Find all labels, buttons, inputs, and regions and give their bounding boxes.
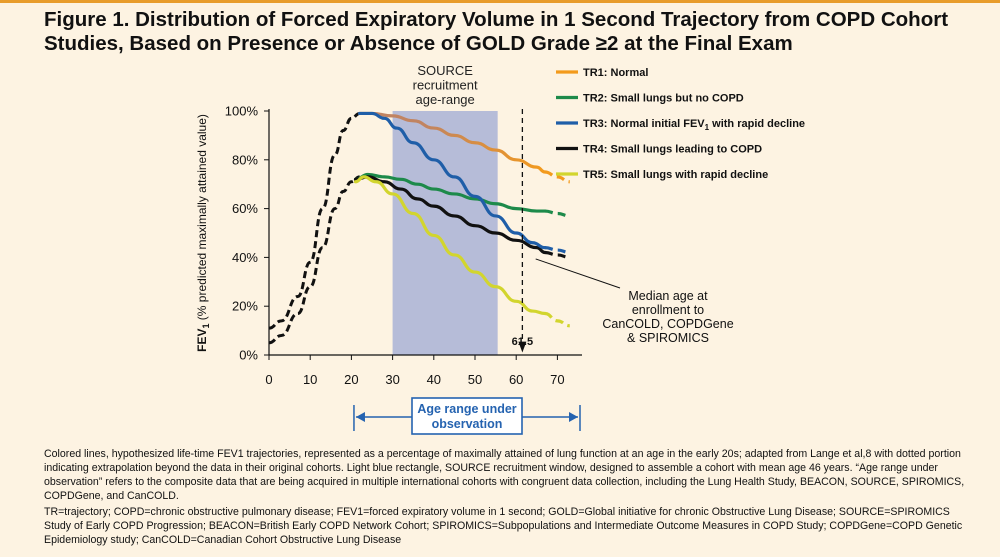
legend-label-tr1: TR1: Normal <box>583 67 648 79</box>
y-tick-label: 20% <box>232 299 258 314</box>
series-line-tr5 <box>353 175 547 316</box>
median-age-note-line: Median age at <box>628 289 708 303</box>
x-tick-label: 50 <box>468 372 482 387</box>
observation-range-label-line: Age range under <box>417 402 516 416</box>
x-tick-label: 10 <box>303 372 317 387</box>
y-tick-label: 80% <box>232 152 258 167</box>
y-axis-label: FEV1 (% predicted maximally attained val… <box>195 114 211 352</box>
growth-extrapolation-upper <box>268 111 360 330</box>
x-tick-label: 0 <box>265 372 272 387</box>
series-line-tr3 <box>358 111 547 250</box>
legend-label-tr4: TR4: Small lungs leading to COPD <box>583 144 762 156</box>
observation-range-arrowhead-left <box>355 412 365 422</box>
median-age-note-line: CanCOLD, COPDGene <box>602 317 733 331</box>
abbreviations-caption: TR=trajectory; COPD=chronic obstructive … <box>44 506 963 546</box>
observation-range-label-line: observation <box>432 417 503 431</box>
x-tick-label: 20 <box>344 372 358 387</box>
observation-range-arrowhead-right <box>569 412 578 422</box>
median-age-note-line: & SPIROMICS <box>627 331 709 345</box>
source-window-label-line: age-range <box>415 92 474 107</box>
x-tick-label: 40 <box>427 372 441 387</box>
series-extrapolation-tr1 <box>544 170 570 184</box>
x-tick-label: 30 <box>385 372 399 387</box>
series-extrapolation-tr3 <box>544 246 570 255</box>
series-line-tr4 <box>353 175 547 255</box>
series-extrapolation-tr5 <box>544 311 570 328</box>
source-recruitment-window <box>392 111 498 355</box>
y-tick-label: 60% <box>232 201 258 216</box>
y-tick-label: 40% <box>232 250 258 265</box>
series-line-tr2 <box>353 172 547 213</box>
legend-label-tr5: TR5: Small lungs with rapid decline <box>583 169 768 181</box>
series-extrapolation-tr2 <box>544 209 570 218</box>
y-tick-label: 100% <box>225 104 259 119</box>
y-tick-label: 0% <box>239 348 258 363</box>
legend-label-tr3: TR3: Normal initial FEV1 with rapid decl… <box>583 118 805 132</box>
median-age-value: 61.5 <box>512 336 533 348</box>
x-tick-label: 70 <box>550 372 564 387</box>
figure-caption: Colored lines, hypothesized life-time FE… <box>44 448 965 502</box>
series-line-tr1 <box>358 111 547 174</box>
source-window-label-line: recruitment <box>413 78 478 93</box>
observation-range-box <box>411 397 523 435</box>
series-extrapolation-tr4 <box>544 250 570 259</box>
figure-title: Figure 1. Distribution of Forced Expirat… <box>44 8 949 55</box>
median-age-arrowhead <box>518 341 527 353</box>
x-tick-label: 60 <box>509 372 523 387</box>
median-age-note-line: enrollment to <box>632 303 704 317</box>
source-window-label-line: SOURCE <box>417 63 473 78</box>
median-age-pointer <box>535 258 621 289</box>
legend-label-tr2: TR2: Small lungs but no COPD <box>583 93 744 105</box>
growth-extrapolation-lower <box>268 175 360 345</box>
